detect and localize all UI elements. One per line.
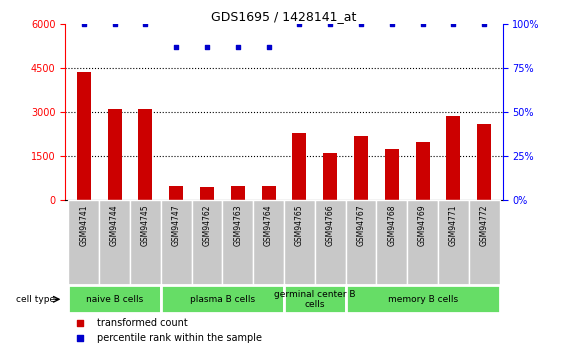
- Bar: [99, 200, 130, 285]
- Point: [325, 21, 335, 27]
- Bar: [169, 186, 183, 200]
- Bar: [284, 285, 345, 313]
- Point: [141, 21, 150, 27]
- Text: GSM94771: GSM94771: [449, 204, 458, 246]
- Point: [172, 44, 181, 50]
- Point: [264, 44, 273, 50]
- Bar: [262, 186, 275, 200]
- Text: GSM94741: GSM94741: [80, 204, 88, 246]
- Bar: [108, 109, 122, 200]
- Text: GSM94769: GSM94769: [418, 204, 427, 246]
- Bar: [323, 154, 337, 200]
- Bar: [68, 200, 99, 285]
- Bar: [354, 136, 368, 200]
- Point: [387, 21, 396, 27]
- Text: GSM94745: GSM94745: [141, 204, 150, 246]
- Bar: [416, 142, 429, 200]
- Text: GSM94763: GSM94763: [233, 204, 243, 246]
- Point: [110, 21, 119, 27]
- Bar: [477, 125, 491, 200]
- Bar: [469, 200, 500, 285]
- Text: GSM94772: GSM94772: [480, 204, 488, 246]
- Text: GSM94762: GSM94762: [203, 204, 211, 246]
- Point: [449, 21, 458, 27]
- Text: memory B cells: memory B cells: [387, 295, 458, 304]
- Bar: [345, 200, 377, 285]
- Text: GSM94767: GSM94767: [357, 204, 365, 246]
- Text: GSM94765: GSM94765: [295, 204, 304, 246]
- Bar: [385, 149, 399, 200]
- Bar: [253, 200, 284, 285]
- Text: cell type: cell type: [16, 295, 56, 304]
- Bar: [231, 186, 245, 200]
- Text: GSM94764: GSM94764: [264, 204, 273, 246]
- Point: [233, 44, 243, 50]
- Bar: [315, 200, 345, 285]
- Bar: [446, 116, 460, 200]
- Title: GDS1695 / 1428141_at: GDS1695 / 1428141_at: [211, 10, 357, 23]
- Bar: [77, 72, 91, 200]
- Point: [80, 21, 89, 27]
- Text: GSM94744: GSM94744: [110, 204, 119, 246]
- Bar: [284, 200, 315, 285]
- Text: germinal center B
cells: germinal center B cells: [274, 289, 356, 309]
- Point: [295, 21, 304, 27]
- Point: [202, 44, 211, 50]
- Bar: [293, 133, 306, 200]
- Bar: [161, 200, 191, 285]
- Text: GSM94747: GSM94747: [172, 204, 181, 246]
- Text: plasma B cells: plasma B cells: [190, 295, 255, 304]
- Point: [479, 21, 488, 27]
- Text: naive B cells: naive B cells: [86, 295, 143, 304]
- Bar: [68, 285, 161, 313]
- Bar: [438, 200, 469, 285]
- Bar: [161, 285, 284, 313]
- Bar: [130, 200, 161, 285]
- Bar: [407, 200, 438, 285]
- Bar: [223, 200, 253, 285]
- Text: percentile rank within the sample: percentile rank within the sample: [97, 333, 261, 343]
- Bar: [139, 109, 152, 200]
- Bar: [377, 200, 407, 285]
- Text: transformed count: transformed count: [97, 318, 187, 328]
- Point: [418, 21, 427, 27]
- Bar: [200, 187, 214, 200]
- Bar: [345, 285, 500, 313]
- Text: GSM94766: GSM94766: [325, 204, 335, 246]
- Point: [357, 21, 366, 27]
- Bar: [191, 200, 223, 285]
- Text: GSM94768: GSM94768: [387, 204, 396, 246]
